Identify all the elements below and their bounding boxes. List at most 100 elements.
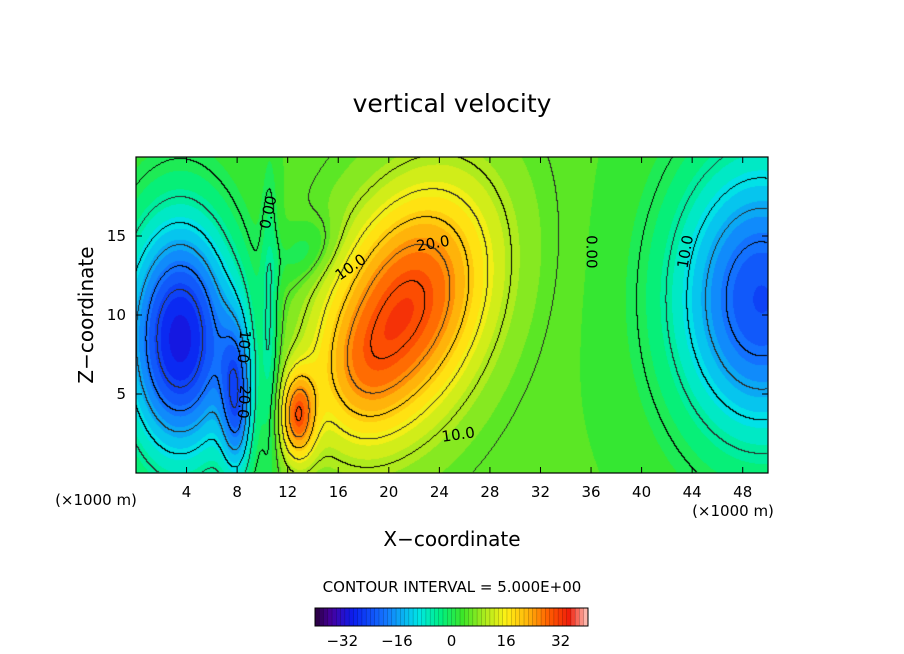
colorbar-cell bbox=[498, 608, 504, 626]
colorbar-cell bbox=[421, 608, 427, 626]
x-axis-label: X−coordinate bbox=[383, 527, 520, 551]
contour-interval-text: CONTOUR INTERVAL = 5.000E+00 bbox=[323, 578, 582, 596]
contour-label: 20.0 bbox=[415, 232, 451, 256]
colorbar-cell bbox=[502, 608, 508, 626]
x-tick-label: 4 bbox=[182, 483, 192, 501]
contour-label: 10.0 bbox=[674, 234, 698, 270]
colorbar-cell bbox=[315, 608, 320, 626]
colorbar-cell bbox=[519, 608, 525, 626]
colorbar-cell bbox=[553, 608, 559, 626]
x-unit-label-left: (×1000 m) bbox=[55, 491, 137, 509]
colorbar-cell bbox=[515, 608, 521, 626]
colorbar-cell bbox=[336, 608, 341, 626]
colorbar-cell bbox=[583, 608, 589, 626]
colorbar-cell bbox=[417, 608, 423, 626]
colorbar-cell bbox=[425, 608, 431, 626]
contour-label: 10.0 bbox=[234, 329, 255, 364]
colorbar-cell bbox=[413, 608, 418, 626]
y-axis-label: Z−coordinate bbox=[74, 246, 98, 383]
colorbar-cell bbox=[434, 608, 440, 626]
colorbar-tick-label: 32 bbox=[551, 632, 570, 650]
colorbar-cell bbox=[468, 608, 474, 626]
colorbar-cell bbox=[378, 608, 384, 626]
x-tick-label: 12 bbox=[278, 483, 297, 501]
colorbar-frame bbox=[314, 607, 589, 627]
colorbar-cell bbox=[489, 608, 495, 626]
colorbar-cell bbox=[575, 608, 580, 626]
colorbar-cell bbox=[541, 608, 546, 626]
colorbar-cell bbox=[442, 608, 448, 626]
y-tick-label: 5 bbox=[116, 385, 126, 403]
colorbar-cell bbox=[340, 608, 346, 626]
contour-label: 20.0 bbox=[234, 385, 255, 420]
colorbar-cell bbox=[374, 608, 380, 626]
colorbar-cell bbox=[485, 608, 491, 626]
colorbar-cell bbox=[430, 608, 435, 626]
colorbar-cell bbox=[323, 608, 329, 626]
colorbar-cell bbox=[451, 608, 457, 626]
colorbar-tick-label: −32 bbox=[326, 632, 358, 650]
y-tick-label: 10 bbox=[107, 306, 126, 324]
y-tick-label: 15 bbox=[107, 227, 126, 245]
contour-label: 10.0 bbox=[440, 423, 476, 445]
colorbar-cell bbox=[353, 608, 359, 626]
colorbar-cell bbox=[332, 608, 337, 626]
colorbar-cell bbox=[438, 608, 444, 626]
heatmap-field bbox=[136, 157, 768, 473]
y-axis-ticks: 5 10 15 bbox=[107, 227, 768, 403]
colorbar-cell bbox=[366, 608, 371, 626]
colorbar-cell bbox=[528, 608, 533, 626]
colorbar-cell bbox=[558, 608, 563, 626]
colorbar-cell bbox=[404, 608, 410, 626]
colorbar-cell bbox=[391, 608, 397, 626]
colorbar-cell bbox=[511, 608, 516, 626]
x-tick-label: 32 bbox=[531, 483, 550, 501]
colorbar-cells bbox=[314, 608, 589, 626]
colorbar-cell bbox=[327, 608, 333, 626]
colorbar-cell bbox=[455, 608, 461, 626]
colorbar-cell bbox=[464, 608, 469, 626]
contour-label: 0.00 bbox=[583, 235, 601, 268]
colorbar-cell bbox=[549, 608, 555, 626]
colorbar-cell bbox=[472, 608, 478, 626]
colorbar-cell bbox=[477, 608, 482, 626]
colorbar-cell bbox=[524, 608, 529, 626]
x-tick-label: 40 bbox=[632, 483, 651, 501]
colorbar-cell bbox=[506, 608, 512, 626]
x-tick-label: 28 bbox=[480, 483, 499, 501]
colorbar-cell bbox=[579, 608, 585, 626]
colorbar-ticks: −32 −16 0 16 32 bbox=[326, 632, 570, 650]
colorbar-cell bbox=[387, 608, 393, 626]
colorbar-cell bbox=[536, 608, 542, 626]
x-tick-label: 44 bbox=[683, 483, 702, 501]
colorbar-cell bbox=[344, 608, 350, 626]
colorbar-cell bbox=[383, 608, 388, 626]
chart-title: vertical velocity bbox=[353, 89, 552, 118]
colorbar-cell bbox=[349, 608, 354, 626]
colorbar-cell bbox=[481, 608, 487, 626]
colorbar-tick-label: −16 bbox=[381, 632, 413, 650]
colorbar-cell bbox=[319, 608, 324, 626]
colorbar-cell bbox=[400, 608, 405, 626]
colorbar-cell bbox=[396, 608, 401, 626]
x-tick-label: 8 bbox=[232, 483, 242, 501]
x-tick-label: 48 bbox=[733, 483, 752, 501]
x-tick-label: 36 bbox=[581, 483, 600, 501]
x-axis-ticks: 4 8 12 16 20 24 28 32 36 40 44 48 bbox=[182, 157, 752, 501]
colorbar-cell bbox=[566, 608, 572, 626]
colorbar-cell bbox=[460, 608, 465, 626]
colorbar-tick-label: 16 bbox=[497, 632, 516, 650]
colorbar-tick-label: 0 bbox=[447, 632, 457, 650]
colorbar-cell bbox=[361, 608, 367, 626]
colorbar-cell bbox=[532, 608, 538, 626]
x-tick-label: 24 bbox=[430, 483, 449, 501]
colorbar-cell bbox=[494, 608, 499, 626]
colorbar: −32 −16 0 16 32 bbox=[314, 607, 589, 650]
colorbar-cell bbox=[408, 608, 414, 626]
x-tick-label: 20 bbox=[379, 483, 398, 501]
colorbar-cell bbox=[570, 608, 576, 626]
colorbar-cell bbox=[370, 608, 376, 626]
